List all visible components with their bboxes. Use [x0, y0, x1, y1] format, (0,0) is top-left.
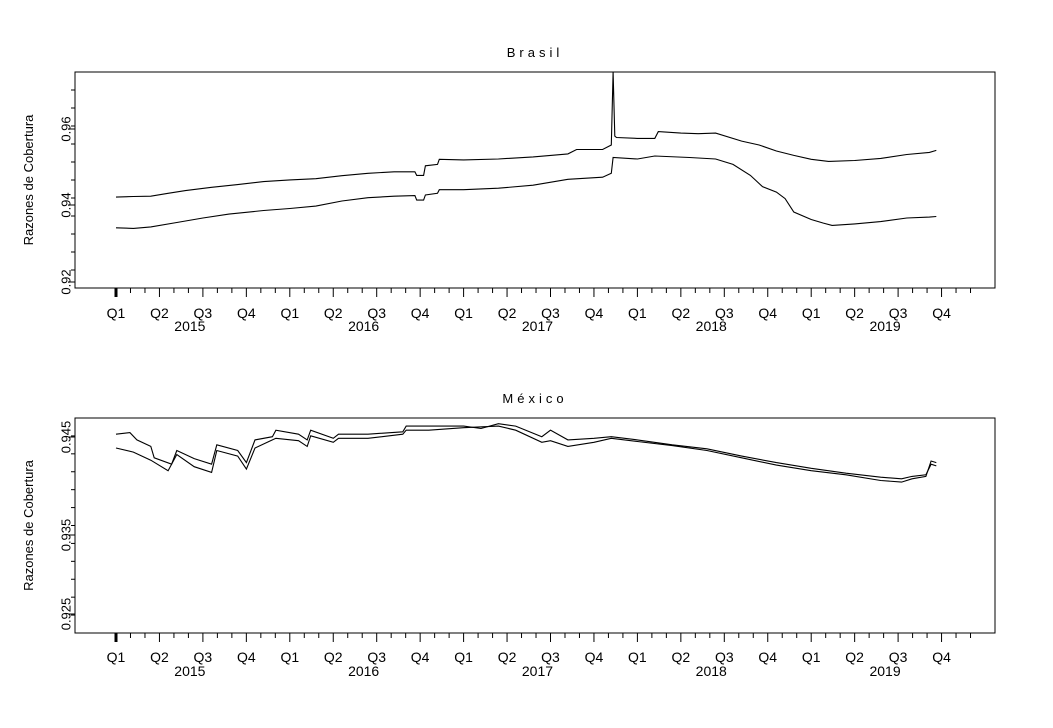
- x-year-label: 2019: [869, 318, 900, 334]
- x-quarter-label: Q2: [672, 305, 691, 321]
- x-quarter-label: Q4: [411, 305, 430, 321]
- x-year-label: 2015: [174, 318, 205, 334]
- x-year-label: 2015: [174, 663, 205, 679]
- x-quarter-label: Q4: [758, 305, 777, 321]
- x-quarter-label: Q1: [802, 649, 821, 665]
- x-quarter-label: Q1: [628, 305, 647, 321]
- x-quarter-label: Q4: [411, 649, 430, 665]
- y-axis-label: Razones de Cobertura: [21, 459, 36, 591]
- x-quarter-label: Q2: [845, 649, 864, 665]
- x-year-label: 2017: [522, 318, 553, 334]
- series-line: [115, 155, 937, 229]
- chart-title: México: [502, 391, 567, 406]
- plot-frame: [74, 71, 996, 289]
- brasil-panel: Brasil Razones de Cobertura 0.92 0.94 0.96 Q1…: [21, 45, 996, 334]
- x-quarter-label: Q1: [628, 649, 647, 665]
- y-tick-label: 0.92: [59, 269, 74, 294]
- y-axis-label: Razones de Cobertura: [21, 114, 36, 246]
- y-tick-label: 0.96: [59, 116, 74, 141]
- x-quarter-label: Q4: [758, 649, 777, 665]
- x-quarter-label: Q1: [454, 305, 473, 321]
- x-quarter-label: Q4: [585, 649, 604, 665]
- x-quarter-label: Q2: [324, 305, 343, 321]
- x-quarter-label: Q3: [367, 305, 386, 321]
- x-quarter-label: Q2: [845, 305, 864, 321]
- x-quarter-label: Q4: [932, 305, 951, 321]
- x-quarter-label: Q3: [367, 649, 386, 665]
- y-tick-label: 0.945: [59, 421, 74, 454]
- x-year-label: 2018: [696, 318, 727, 334]
- series-line: [115, 423, 937, 480]
- x-year-label: 2019: [869, 663, 900, 679]
- x-year-label: 2018: [696, 663, 727, 679]
- chart-title: Brasil: [507, 45, 564, 60]
- series-line: [115, 425, 937, 483]
- x-quarter-label: Q3: [541, 649, 560, 665]
- x-quarter-label: Q3: [889, 649, 908, 665]
- x-quarter-label: Q1: [107, 305, 126, 321]
- x-quarter-label: Q2: [150, 649, 169, 665]
- x-quarter-label: Q2: [324, 649, 343, 665]
- mexico-panel: México Razones de Cobertura 0.925 0.935 0.94…: [21, 391, 996, 679]
- x-quarter-label: Q4: [932, 649, 951, 665]
- x-quarter-label: Q3: [715, 305, 734, 321]
- x-quarter-label: Q2: [672, 649, 691, 665]
- x-quarter-label: Q1: [454, 649, 473, 665]
- x-quarter-label: Q1: [280, 305, 299, 321]
- x-quarter-label: Q3: [541, 305, 560, 321]
- series-line: [115, 71, 937, 198]
- x-quarter-label: Q2: [498, 305, 517, 321]
- x-quarter-label: Q2: [150, 305, 169, 321]
- x-quarter-label: Q4: [585, 305, 604, 321]
- y-tick-label: 0.925: [59, 598, 74, 631]
- x-quarter-label: Q3: [715, 649, 734, 665]
- x-year-label: 2016: [348, 663, 379, 679]
- plot-frame: [74, 417, 996, 634]
- x-quarter-label: Q4: [237, 305, 256, 321]
- x-year-label: 2016: [348, 318, 379, 334]
- x-quarter-label: Q3: [194, 305, 213, 321]
- x-quarter-label: Q4: [237, 649, 256, 665]
- y-tick-label: 0.94: [59, 192, 74, 217]
- x-quarter-label: Q2: [498, 649, 517, 665]
- x-quarter-label: Q1: [802, 305, 821, 321]
- x-year-label: 2017: [522, 663, 553, 679]
- x-quarter-label: Q1: [280, 649, 299, 665]
- x-quarter-label: Q1: [107, 649, 126, 665]
- x-quarter-label: Q3: [889, 305, 908, 321]
- x-quarter-label: Q3: [194, 649, 213, 665]
- y-tick-label: 0.935: [59, 519, 74, 552]
